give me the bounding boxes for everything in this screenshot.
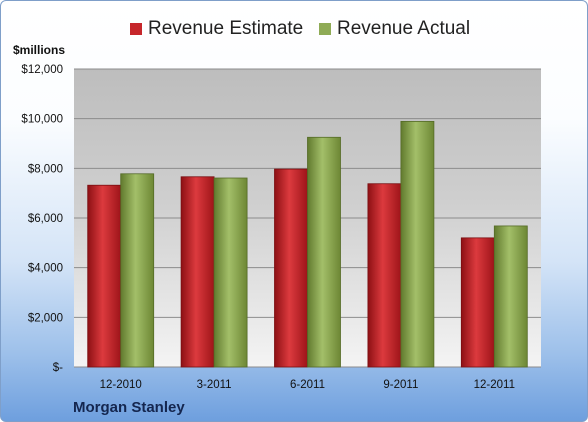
bar-actual (213, 177, 248, 368)
bar-actual (400, 120, 435, 368)
legend-item-estimate: Revenue Estimate (130, 18, 303, 40)
bar-actual (307, 136, 341, 368)
y-tick-label: $12,000 (21, 64, 63, 76)
company-name: Morgan Stanley (73, 399, 185, 416)
y-tick-label: $2,000 (28, 312, 63, 324)
bar-estimate (460, 237, 495, 368)
legend-label-estimate: Revenue Estimate (148, 18, 304, 39)
y-tick-label: $4,000 (28, 263, 63, 275)
y-tick-label: $- (53, 362, 63, 374)
bar-estimate (274, 168, 308, 368)
bar-estimate (87, 184, 122, 368)
x-tick-label: 6-2011 (290, 379, 325, 391)
legend-swatch-estimate (130, 23, 142, 35)
legend: Revenue Estimate Revenue Actual (1, 18, 587, 42)
bar-estimate (367, 183, 402, 368)
y-tick-label: $8,000 (28, 163, 63, 175)
y-axis-unit-label: $millions (13, 43, 66, 57)
bar-estimate (180, 176, 215, 368)
y-tick-label: $6,000 (28, 213, 63, 225)
y-tick-label: $10,000 (21, 114, 63, 126)
x-tick-label: 12-2011 (474, 379, 515, 391)
legend-label-actual: Revenue Actual (337, 18, 471, 39)
bar-actual (493, 225, 528, 368)
x-tick-label: 9-2011 (383, 379, 418, 391)
bar-actual (120, 173, 155, 368)
legend-swatch-actual (319, 23, 331, 35)
x-tick-label: 3-2011 (197, 379, 232, 391)
legend-item-actual: Revenue Actual (319, 18, 470, 40)
x-tick-label: 12-2010 (100, 379, 142, 391)
